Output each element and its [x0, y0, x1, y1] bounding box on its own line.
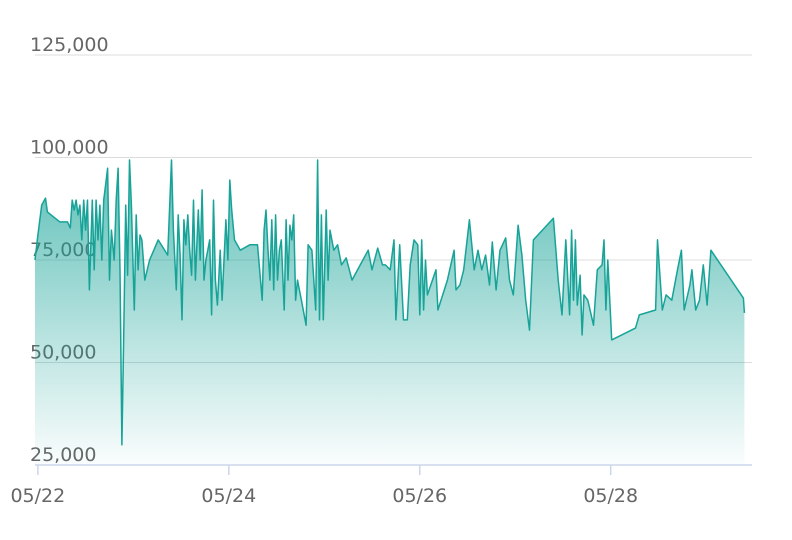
- y-tick-label: 100,000: [30, 137, 109, 159]
- x-tick-label: 05/28: [583, 485, 638, 507]
- x-tick-label: 05/26: [392, 485, 447, 507]
- area-fill: [35, 160, 745, 465]
- line: [34, 159, 746, 446]
- x-tick-label: 05/22: [10, 485, 65, 507]
- x-tick-label: 05/24: [201, 485, 256, 507]
- y-tick-label: 125,000: [30, 34, 109, 56]
